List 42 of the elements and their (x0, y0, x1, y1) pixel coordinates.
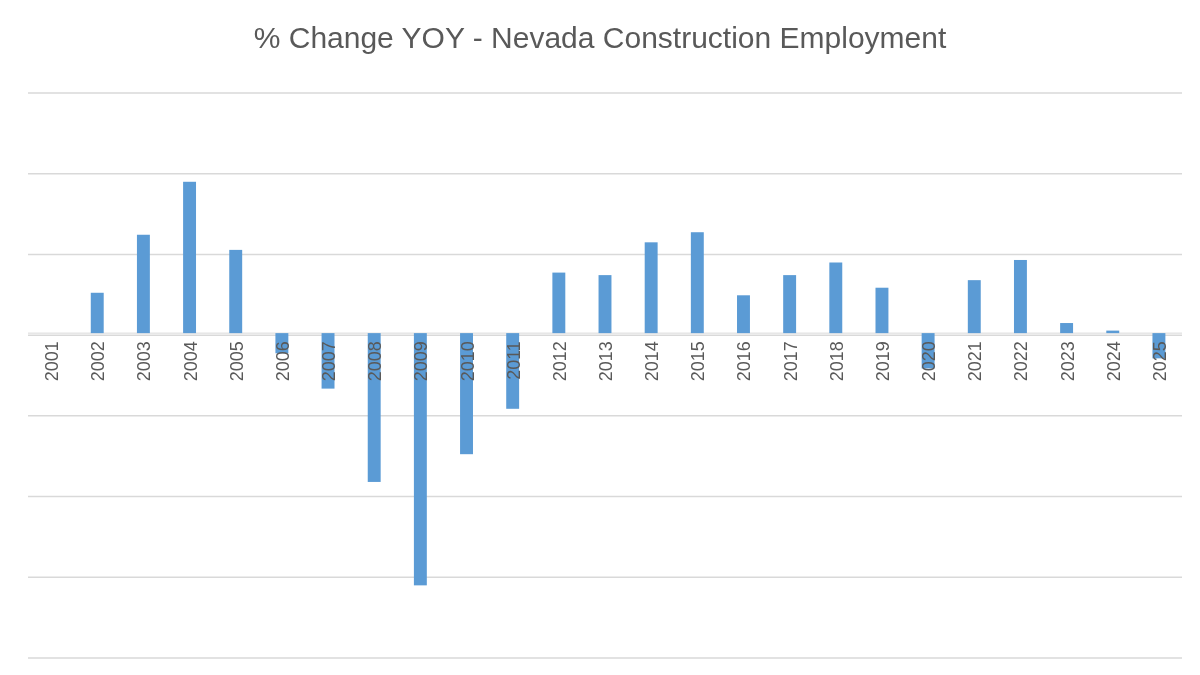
bar (229, 249, 243, 334)
bar (829, 262, 843, 334)
x-tick-label: 2006 (272, 341, 293, 382)
x-tick-label: 2022 (1011, 341, 1032, 382)
bar (967, 280, 981, 334)
x-tick-label: 2018 (826, 341, 847, 382)
bar (737, 295, 750, 334)
bar (644, 242, 658, 334)
bar (413, 333, 427, 586)
x-tick-label: 2004 (180, 341, 201, 382)
x-tick-label: 2007 (319, 341, 340, 382)
bar (183, 181, 197, 334)
x-tick-label: 2017 (780, 341, 801, 382)
bar (1060, 323, 1074, 334)
bar (690, 232, 704, 334)
bar (598, 275, 612, 334)
x-tick-label: 2019 (872, 341, 893, 382)
bar (90, 292, 104, 334)
x-tick-label: 2012 (549, 341, 570, 382)
x-tick-label: 2010 (457, 341, 478, 382)
x-tick-label: 2014 (642, 341, 663, 382)
x-tick-label: 2013 (596, 341, 616, 382)
chart-title: % Change YOY - Nevada Construction Employment (253, 21, 947, 54)
x-tick-label: 2002 (88, 341, 109, 382)
x-tick-label: 2011 (503, 341, 524, 380)
x-tick-label: 2015 (688, 341, 709, 382)
bar (783, 275, 797, 334)
x-tick-label: 2009 (411, 341, 432, 382)
x-tick-label: 2003 (134, 341, 155, 382)
x-tick-label: 2016 (734, 341, 755, 382)
bar (875, 287, 889, 334)
x-tick-label: 2023 (1057, 341, 1078, 382)
x-tick-label: 2025 (1149, 341, 1170, 382)
x-tick-label: 2005 (226, 341, 247, 382)
x-tick-label: 2020 (919, 341, 940, 382)
bar (136, 234, 150, 334)
x-tick-label: 2001 (42, 341, 63, 382)
x-tick-label: 2008 (365, 341, 386, 382)
bar (1013, 259, 1027, 334)
bar (552, 272, 566, 334)
x-tick-label: 2021 (965, 341, 986, 382)
x-tick-label: 2024 (1103, 341, 1124, 382)
